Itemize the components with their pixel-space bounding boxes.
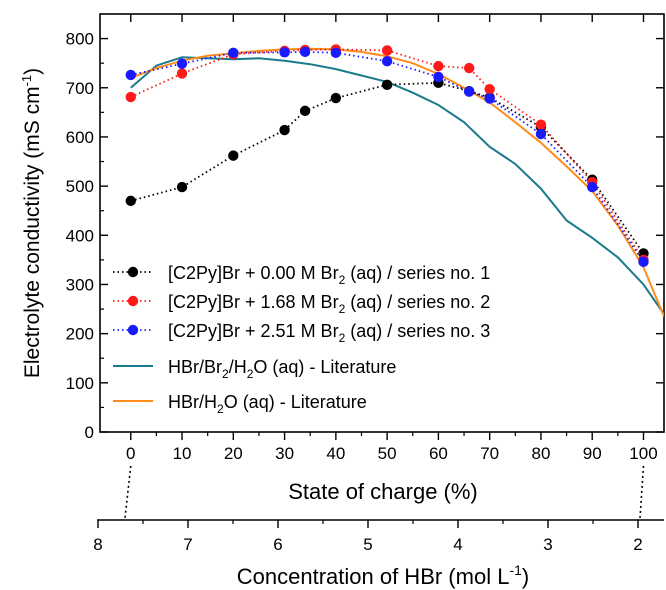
x-tick-label: 10: [173, 444, 192, 463]
legend-label: HBr/Br2/H2O (aq) - Literature: [168, 357, 396, 381]
x-tick-label: 50: [378, 444, 397, 463]
series-point: [299, 105, 311, 117]
x-tick-label: 60: [429, 444, 448, 463]
secondary-x-axis-label: Concentration of HBr (mol L-1): [237, 562, 529, 589]
plot-frame: [99, 13, 665, 433]
x2-tick-label: 3: [543, 535, 552, 554]
legend-label: HBr/H2O (aq) - Literature: [168, 392, 367, 416]
series-point: [125, 91, 136, 103]
y-tick-label: 600: [66, 128, 94, 147]
series-point: [330, 47, 342, 59]
x2-tick-label: 5: [363, 535, 372, 554]
y-tick-label: 300: [66, 275, 94, 294]
series-point: [463, 86, 475, 97]
y-tick-label: 200: [66, 325, 94, 344]
series-point: [638, 256, 649, 268]
x-tick-label: 80: [531, 444, 550, 463]
series-point: [279, 47, 290, 58]
soc-100-guide: [639, 465, 645, 519]
x-axis-label: State of charge (%): [288, 479, 478, 504]
x-tick-label: 0: [126, 444, 135, 463]
y-tick-label: 500: [66, 177, 94, 196]
series-point: [381, 56, 393, 67]
y-tick-label: 400: [66, 226, 94, 245]
series-line: [130, 81, 645, 255]
series-point: [433, 60, 444, 72]
legend-label: [C2Py]Br + 1.68 M Br2 (aq) / series no. …: [168, 292, 490, 316]
y-tick-label: 100: [66, 374, 94, 393]
series-layer: [125, 44, 664, 317]
y-tick-label: 0: [85, 423, 94, 442]
series-point: [176, 68, 188, 79]
x-tick-label: 70: [480, 444, 499, 463]
series-point: [463, 62, 475, 74]
series-point: [381, 79, 393, 91]
legend-marker: [127, 324, 139, 336]
legend-label: [C2Py]Br + 0.00 M Br2 (aq) / series no. …: [168, 263, 490, 287]
series-point: [535, 119, 547, 130]
x-tick-label: 100: [629, 444, 657, 463]
series-point: [125, 195, 136, 207]
legend-marker: [127, 266, 139, 278]
x2-tick-label: 8: [93, 535, 102, 554]
series-line: [130, 56, 664, 315]
series-point: [176, 181, 188, 193]
x2-tick-label: 2: [633, 535, 642, 554]
series-point: [587, 181, 598, 193]
x-tick-label: 90: [583, 444, 602, 463]
series-point: [176, 58, 188, 69]
plot-layer: 0 100 200 300 400 500 600 700 800 0 10 20 30 40 50 60 70…: [66, 13, 665, 554]
legend-label: [C2Py]Br + 2.51 M Br2 (aq) / series no. …: [168, 321, 490, 345]
series-point: [330, 92, 342, 104]
series-point: [279, 124, 290, 136]
series-line: [130, 47, 664, 317]
y-axis-label: Electrolyte conductivity (mS cm-1): [19, 68, 44, 378]
legend: [C2Py]Br + 0.00 M Br2 (aq) / series no. …: [113, 263, 490, 416]
y-tick-label: 700: [66, 79, 94, 98]
x-tick-label: 20: [224, 444, 243, 463]
series-point: [381, 45, 393, 56]
series-point: [433, 71, 444, 83]
series-point: [125, 69, 136, 81]
series-point: [535, 128, 547, 140]
soc-0-guide: [124, 465, 132, 519]
x-tick-label: 30: [275, 444, 294, 463]
y-tick-label: 800: [66, 30, 94, 49]
legend-marker: [127, 295, 139, 307]
series-point: [484, 84, 495, 95]
series-point: [484, 93, 495, 104]
series-point: [228, 150, 239, 161]
series-point: [228, 47, 239, 59]
x-tick-label: 40: [326, 444, 345, 463]
series-point: [299, 46, 311, 58]
x2-tick-label: 7: [183, 535, 192, 554]
x2-tick-label: 4: [453, 535, 462, 554]
x2-tick-label: 6: [273, 535, 282, 554]
